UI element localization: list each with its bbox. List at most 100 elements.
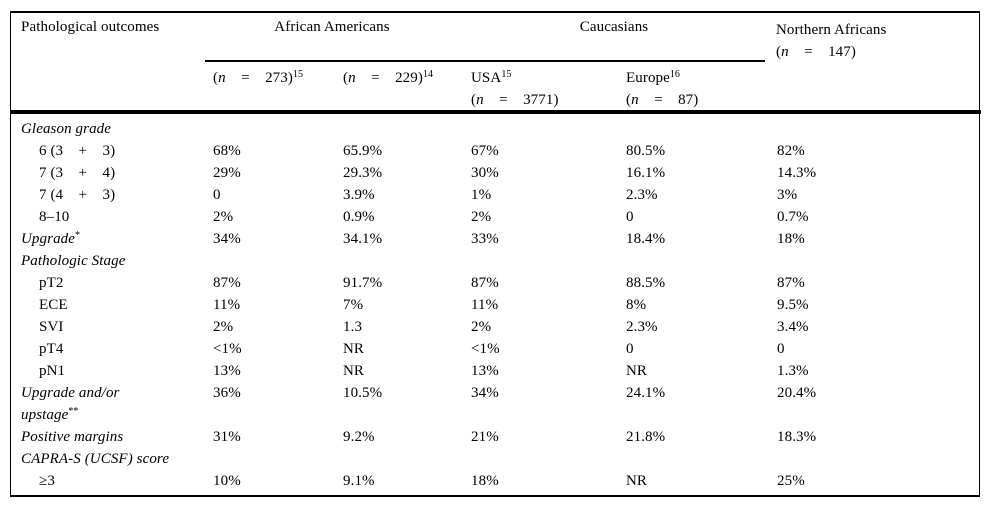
row-label-cell: Gleason grade xyxy=(21,118,213,140)
table-cell xyxy=(777,448,973,470)
header-northern-africans-label: Northern Africans xyxy=(776,22,887,38)
table-row: ≥3 10% 9.1% 18% NR 25% xyxy=(21,470,973,492)
row-label: SVI xyxy=(39,319,64,335)
table-row: Positive margins 31% 9.2% 21% 21.8% 18.3… xyxy=(21,426,973,448)
subheader-europe-label: Europe16 xyxy=(626,69,680,87)
table-cell: 13% xyxy=(213,363,241,379)
table-cell: 0.9% xyxy=(343,209,375,225)
row-label: pT2 xyxy=(39,275,64,291)
table-cell: 0 xyxy=(213,187,221,203)
reference-superscript: 14 xyxy=(422,69,433,80)
table-cell: NR xyxy=(626,363,648,379)
table-row: Upgrade* 34% 34.1% 33% 18.4% 18% xyxy=(21,228,973,250)
table-row: Upgrade and/or upstage** 36% 10.5% 34% 2… xyxy=(21,382,973,426)
table-cell: 36% xyxy=(213,385,241,401)
row-label: 8–10 xyxy=(39,209,70,225)
header-pathological-outcomes: Pathological outcomes xyxy=(21,19,160,35)
table-cell: 2% xyxy=(471,209,492,225)
row-label-cell: ≥3 xyxy=(21,470,213,492)
table-body: Gleason grade 6 (3 + 3) 68% 65.9% 67% 80… xyxy=(21,118,973,492)
table-row: 8–10 2% 0.9% 2% 0 0.7% xyxy=(21,206,973,228)
row-label: 7 (4 + 3) xyxy=(39,187,116,203)
table-cell: 10% xyxy=(213,473,241,489)
table-cell xyxy=(213,250,343,272)
table-cell xyxy=(343,448,471,470)
table-cell: 21% xyxy=(471,429,499,445)
outcomes-table: Pathological outcomes African Americans … xyxy=(9,11,981,497)
row-label-cell: 7 (3 + 4) xyxy=(21,162,213,184)
reference-superscript: 15 xyxy=(292,69,303,80)
row-label: 6 (3 + 3) xyxy=(39,143,116,159)
table-row: pT2 87% 91.7% 87% 88.5% 87% xyxy=(21,272,973,294)
table-cell: NR xyxy=(343,363,365,379)
table-cell: 67% xyxy=(471,143,499,159)
table-cell: 2.3% xyxy=(626,319,658,335)
header-group-caucasians: Caucasians xyxy=(579,19,649,35)
table-row: pT4 <1% NR <1% 0 0 xyxy=(21,338,973,360)
table-cell: <1% xyxy=(213,341,242,357)
table-cell xyxy=(343,250,471,272)
row-label-superscript: ** xyxy=(68,406,79,417)
table-cell: 9.1% xyxy=(343,473,375,489)
table-row: ECE 11% 7% 11% 8% 9.5% xyxy=(21,294,973,316)
row-label: pT4 xyxy=(39,341,64,357)
row-label: ≥3 xyxy=(39,473,55,489)
table-cell: 87% xyxy=(471,275,499,291)
row-label: Pathologic Stage xyxy=(21,253,126,269)
row-label-cell: SVI xyxy=(21,316,213,338)
table-cell: 34% xyxy=(471,385,499,401)
table-cell: 21.8% xyxy=(626,429,666,445)
table-cell: 29.3% xyxy=(343,165,383,181)
row-label: ECE xyxy=(39,297,68,313)
row-label: pN1 xyxy=(39,363,66,379)
subheader-europe-n: (n = 87) xyxy=(626,92,699,108)
table-cell xyxy=(777,118,973,140)
reference-superscript: 15 xyxy=(501,69,512,80)
table-cell: 2% xyxy=(213,319,234,335)
row-label-cell: ECE xyxy=(21,294,213,316)
table-cell: 87% xyxy=(213,275,241,291)
row-label-cell: 6 (3 + 3) xyxy=(21,140,213,162)
row-label-cell: pT2 xyxy=(21,272,213,294)
group-spanner-rule xyxy=(205,60,765,62)
subheader-n-273: (n = 273)15 xyxy=(213,69,303,87)
table-cell: 29% xyxy=(213,165,241,181)
table-cell: 11% xyxy=(471,297,499,313)
row-label-cell: Pathologic Stage xyxy=(21,250,213,272)
subheader-usa-n: (n = 3771) xyxy=(471,92,559,108)
row-label-cell: Upgrade* xyxy=(21,228,213,250)
table-cell: 2% xyxy=(213,209,234,225)
subheader-n-229: (n = 229)14 xyxy=(343,69,433,87)
row-label-superscript: * xyxy=(75,230,81,241)
row-label: 7 (3 + 4) xyxy=(39,165,116,181)
table-row: 7 (3 + 4) 29% 29.3% 30% 16.1% 14.3% xyxy=(21,162,973,184)
table-cell: 10.5% xyxy=(343,385,383,401)
table-cell: 1.3 xyxy=(343,319,363,335)
row-label-cell: pN1 xyxy=(21,360,213,382)
table-cell xyxy=(213,118,343,140)
table-cell: NR xyxy=(626,473,648,489)
table-cell: 0 xyxy=(626,341,634,357)
table-cell: 91.7% xyxy=(343,275,383,291)
table-cell: 24.1% xyxy=(626,385,666,401)
header-northern-africans: Northern Africans (n = 147) xyxy=(776,19,886,63)
table-cell xyxy=(626,118,777,140)
table-cell xyxy=(213,448,343,470)
table-cell: 33% xyxy=(471,231,499,247)
table-cell xyxy=(471,448,626,470)
table-cell: 18% xyxy=(777,231,805,247)
row-label-cell: CAPRA-S (UCSF) score xyxy=(21,448,213,470)
table-row: Pathologic Stage xyxy=(21,250,973,272)
table-cell: 0 xyxy=(777,341,785,357)
table-cell: 18.4% xyxy=(626,231,666,247)
table-cell xyxy=(626,250,777,272)
table-row: 7 (4 + 3) 0 3.9% 1% 2.3% 3% xyxy=(21,184,973,206)
table-cell: 0 xyxy=(626,209,634,225)
header-northern-africans-n: (n = 147) xyxy=(776,44,856,60)
table-cell: 2.3% xyxy=(626,187,658,203)
subheader-europe: Europe16 (n = 87) xyxy=(626,67,698,111)
table-cell: 1% xyxy=(471,187,492,203)
table-cell: 20.4% xyxy=(777,385,817,401)
table-cell xyxy=(343,118,471,140)
